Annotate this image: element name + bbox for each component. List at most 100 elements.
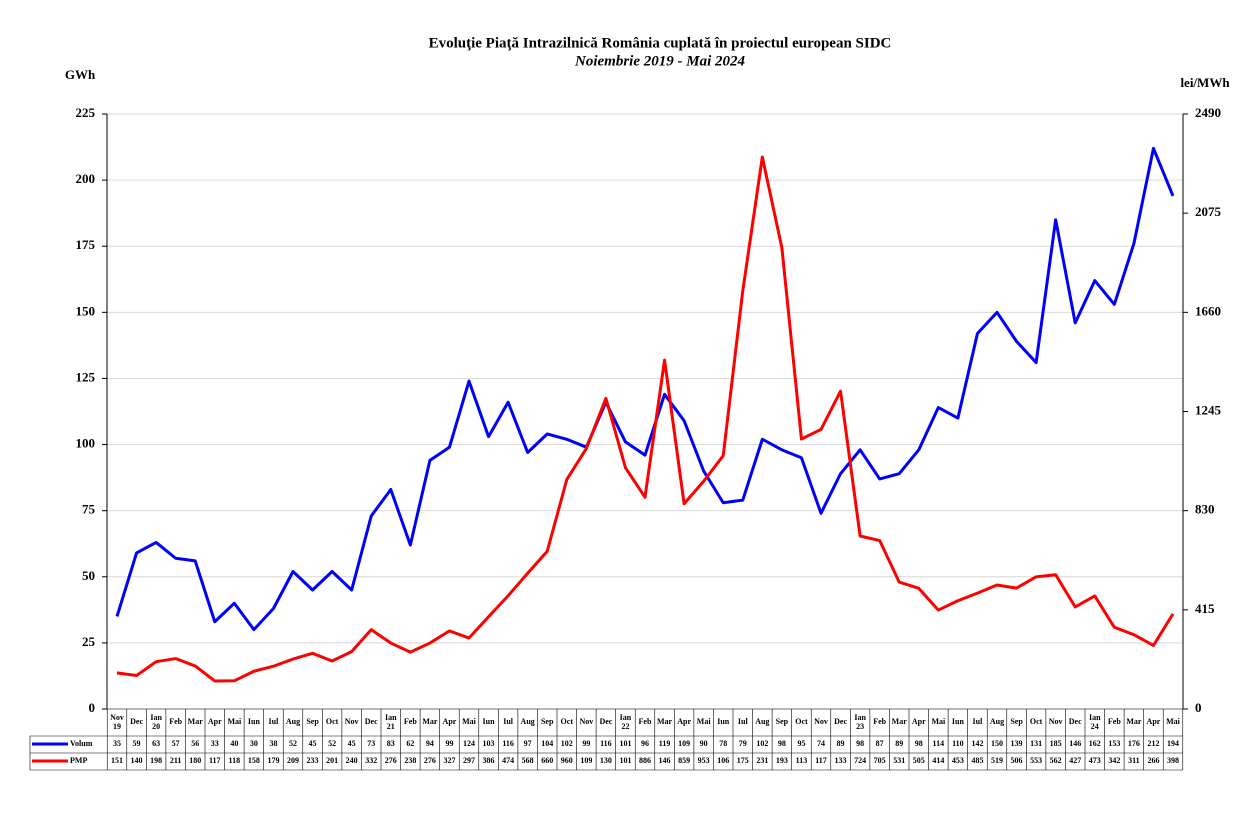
x-tick-label: Nov [579,717,593,726]
x-tick-label: Iul [503,717,514,726]
table-value: 209 [287,756,299,765]
table-value: 198 [150,756,162,765]
table-value: 327 [443,756,455,765]
table-value: 886 [639,756,651,765]
table-value: 116 [502,739,514,748]
table-value: 90 [700,739,708,748]
table-value: 453 [952,756,964,765]
x-tick-label: Mai [462,717,477,726]
table-value: 97 [524,739,532,748]
x-tick-label: Oct [795,717,808,726]
y2-tick-label: 2075 [1195,204,1222,219]
x-tick-label: Iul [973,717,984,726]
table-value: 233 [307,756,319,765]
table-value: 201 [326,756,338,765]
y2-tick-label: 0 [1195,700,1202,715]
x-tick-label: Mai [1166,717,1181,726]
y-tick-label: 0 [89,700,96,715]
x-tick-label: Mai [697,717,712,726]
x-tick-label: Aug [286,717,300,726]
table-value: 98 [856,739,864,748]
table-value: 94 [426,739,434,748]
table-value: 176 [1128,739,1140,748]
x-tick-label: Ian 23 [854,713,866,731]
y-tick-label: 125 [76,369,96,384]
table-value: 531 [893,756,905,765]
table-value: 151 [111,756,123,765]
table-value: 98 [778,739,786,748]
table-value: 52 [328,739,336,748]
table-value: 101 [619,739,631,748]
table-value: 568 [522,756,534,765]
y-tick-label: 25 [82,634,96,649]
y-tick-label: 175 [76,237,96,252]
table-value: 519 [991,756,1003,765]
x-tick-label: Mai [227,717,242,726]
table-value: 116 [600,739,612,748]
table-value: 63 [152,739,160,748]
y-axis-label: GWh [65,67,96,82]
table-value: 73 [367,739,375,748]
table-value: 57 [172,739,180,748]
table-value: 99 [445,739,453,748]
x-tick-label: Apr [912,717,926,726]
table-value: 119 [659,739,671,748]
table-value: 485 [971,756,983,765]
table-value: 185 [1050,739,1062,748]
series-line [115,146,1175,632]
table-value: 276 [424,756,436,765]
table-value: 102 [561,739,573,748]
x-tick-label: Mar [188,717,204,726]
table-value: 427 [1069,756,1081,765]
table-value: 297 [463,756,475,765]
y-tick-label: 100 [76,436,96,451]
table-value: 398 [1167,756,1179,765]
x-tick-label: Apr [677,717,691,726]
x-tick-label: Feb [169,717,182,726]
x-tick-label: Feb [1108,717,1121,726]
table-value: 33 [211,739,219,748]
x-tick-label: Oct [561,717,574,726]
x-tick-label: Oct [326,717,339,726]
table-value: 153 [1108,739,1120,748]
x-tick-label: Dec [365,717,378,726]
x-tick-label: Nov [814,717,828,726]
y-tick-label: 200 [76,171,96,186]
y2-axis-label: lei/MWh [1180,75,1230,90]
table-value: 276 [385,756,397,765]
table-value: 83 [387,739,395,748]
x-tick-label: Ian 22 [620,713,632,731]
legend-label: PMP [70,756,87,765]
table-value: 705 [874,756,886,765]
table-value: 109 [678,739,690,748]
x-tick-label: Dec [1069,717,1082,726]
table-value: 38 [269,739,277,748]
x-tick-label: Ian 20 [150,713,162,731]
y-tick-label: 225 [76,105,96,120]
x-tick-label: Feb [639,717,652,726]
y-tick-label: 150 [76,303,96,318]
x-tick-label: Aug [990,717,1004,726]
series-line [116,155,1175,683]
x-tick-label: Mar [892,717,908,726]
table-value: 859 [678,756,690,765]
table-value: 474 [502,756,514,765]
x-tick-label: Ian 21 [385,713,397,731]
y2-tick-label: 830 [1195,502,1215,517]
x-tick-label: Oct [1030,717,1043,726]
table-value: 150 [991,739,1003,748]
table-value: 142 [971,739,983,748]
table-value: 211 [170,756,182,765]
table-value: 953 [698,756,710,765]
y-tick-label: 75 [82,502,96,517]
table-value: 505 [913,756,925,765]
table-value: 133 [835,756,847,765]
table-value: 240 [346,756,358,765]
y2-tick-label: 415 [1195,601,1215,616]
table-value: 109 [580,756,592,765]
table-value: 113 [796,756,808,765]
table-value: 194 [1167,739,1179,748]
x-tick-label: Aug [755,717,769,726]
table-value: 96 [641,739,649,748]
